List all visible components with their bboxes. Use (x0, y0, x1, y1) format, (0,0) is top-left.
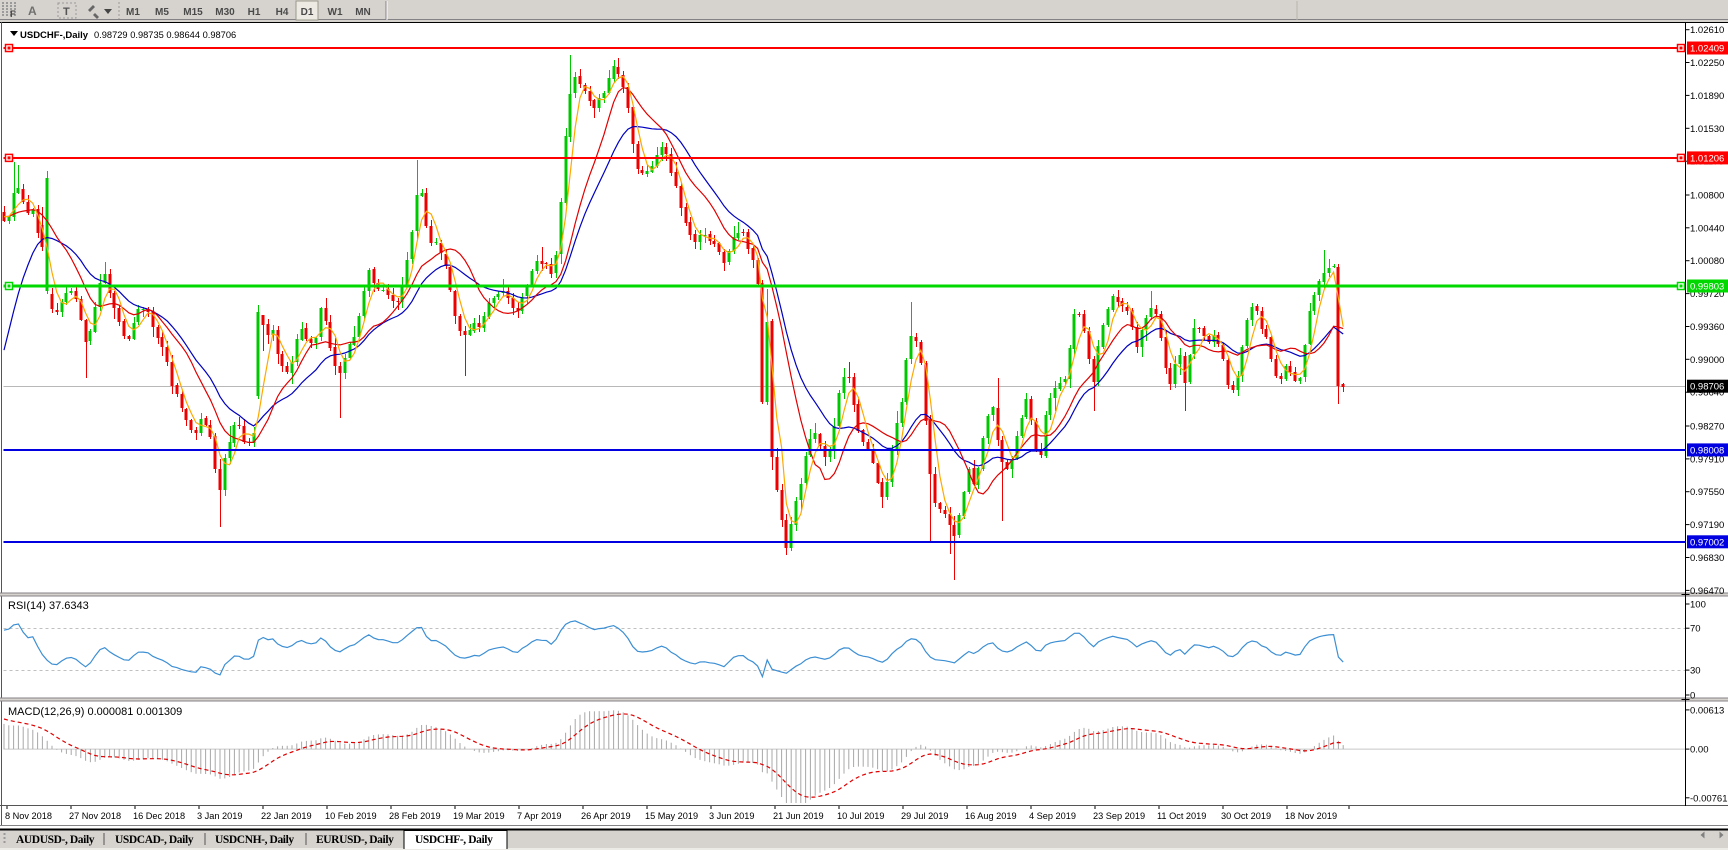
svg-text:1.00800: 1.00800 (1690, 191, 1724, 202)
svg-text:22 Jan 2019: 22 Jan 2019 (261, 811, 312, 821)
svg-text:M1: M1 (126, 7, 140, 18)
svg-text:0.00: 0.00 (1690, 745, 1709, 756)
svg-text:T: T (63, 6, 70, 18)
svg-text:1.00440: 1.00440 (1690, 223, 1724, 234)
svg-text:29 Jul 2019: 29 Jul 2019 (901, 811, 949, 821)
svg-text:10 Feb 2019: 10 Feb 2019 (325, 811, 377, 821)
svg-text:3 Jun 2019: 3 Jun 2019 (709, 811, 754, 821)
svg-text:1.02409: 1.02409 (1690, 44, 1724, 55)
svg-text:1.01206: 1.01206 (1690, 153, 1724, 164)
svg-text:0.98270: 0.98270 (1690, 422, 1724, 433)
svg-text:18 Nov 2019: 18 Nov 2019 (1285, 811, 1337, 821)
svg-text:26 Apr 2019: 26 Apr 2019 (581, 811, 631, 821)
svg-text:0.98008: 0.98008 (1690, 445, 1724, 456)
svg-text:A: A (28, 4, 37, 18)
svg-text:27 Nov 2018: 27 Nov 2018 (69, 811, 121, 821)
svg-text:23 Sep 2019: 23 Sep 2019 (1093, 811, 1145, 821)
svg-text:USDCHF-,Daily: USDCHF-,Daily (20, 30, 89, 41)
svg-text:M30: M30 (215, 7, 235, 18)
svg-text:F: F (10, 9, 16, 19)
svg-text:19 Mar 2019: 19 Mar 2019 (453, 811, 505, 821)
svg-text:1.02250: 1.02250 (1690, 58, 1724, 69)
svg-text:4 Sep 2019: 4 Sep 2019 (1029, 811, 1076, 821)
svg-text:0.98640: 0.98640 (1690, 388, 1724, 399)
svg-text:1.01890: 1.01890 (1690, 91, 1724, 102)
svg-text:AUDUSD-, Daily: AUDUSD-, Daily (16, 834, 95, 846)
svg-text:11 Oct 2019: 11 Oct 2019 (1157, 811, 1206, 821)
svg-text:EURUSD-, Daily: EURUSD-, Daily (316, 834, 394, 846)
svg-text:16 Aug 2019: 16 Aug 2019 (965, 811, 1017, 821)
svg-text:RSI(14) 37.6343: RSI(14) 37.6343 (8, 600, 89, 612)
svg-text:0.96830: 0.96830 (1690, 553, 1724, 564)
svg-text:0.97190: 0.97190 (1690, 520, 1724, 531)
svg-text:W1: W1 (328, 7, 343, 18)
svg-text:0.96470: 0.96470 (1690, 586, 1724, 597)
svg-text:1.01530: 1.01530 (1690, 124, 1724, 135)
svg-text:H4: H4 (276, 7, 289, 18)
svg-text:100: 100 (1690, 600, 1706, 611)
svg-text:16 Dec 2018: 16 Dec 2018 (133, 811, 185, 821)
svg-text:1.00080: 1.00080 (1690, 256, 1724, 267)
svg-text:0.98729 0.98735 0.98644 0.9870: 0.98729 0.98735 0.98644 0.98706 (94, 30, 236, 40)
svg-text:H1: H1 (248, 7, 261, 18)
svg-text:USDCNH-, Daily: USDCNH-, Daily (215, 834, 294, 846)
svg-text:0.97002: 0.97002 (1690, 537, 1724, 548)
svg-text:0.97910: 0.97910 (1690, 454, 1724, 465)
svg-text:0.00613: 0.00613 (1690, 705, 1724, 716)
svg-text:0.99360: 0.99360 (1690, 322, 1724, 333)
svg-text:30: 30 (1690, 666, 1701, 677)
svg-text:0.98706: 0.98706 (1690, 382, 1724, 393)
svg-text:0: 0 (1690, 691, 1695, 702)
svg-text:MN: MN (355, 7, 371, 18)
svg-text:30 Oct 2019: 30 Oct 2019 (1221, 811, 1271, 821)
svg-text:0.99000: 0.99000 (1690, 355, 1724, 366)
svg-text:MACD(12,26,9) 0.000081 0.00130: MACD(12,26,9) 0.000081 0.001309 (8, 706, 182, 718)
svg-text:1.02610: 1.02610 (1690, 25, 1724, 36)
svg-text:70: 70 (1690, 624, 1701, 635)
svg-text:USDCAD-, Daily: USDCAD-, Daily (115, 834, 194, 846)
svg-text:0.99720: 0.99720 (1690, 289, 1724, 300)
svg-text:8 Nov 2018: 8 Nov 2018 (5, 811, 52, 821)
svg-text:15 May 2019: 15 May 2019 (645, 811, 698, 821)
svg-text:M15: M15 (183, 7, 203, 18)
svg-text:-0.00761: -0.00761 (1690, 793, 1728, 804)
svg-text:3 Jan 2019: 3 Jan 2019 (197, 811, 242, 821)
svg-text:USDCHF-, Daily: USDCHF-, Daily (415, 834, 493, 846)
svg-text:21 Jun 2019: 21 Jun 2019 (773, 811, 824, 821)
svg-text:M5: M5 (155, 7, 169, 18)
svg-text:0.99803: 0.99803 (1690, 282, 1724, 293)
svg-text:10 Jul 2019: 10 Jul 2019 (837, 811, 885, 821)
svg-text:D1: D1 (301, 7, 314, 18)
svg-text:7 Apr 2019: 7 Apr 2019 (517, 811, 561, 821)
svg-text:0.97550: 0.97550 (1690, 487, 1724, 498)
svg-text:28 Feb 2019: 28 Feb 2019 (389, 811, 441, 821)
